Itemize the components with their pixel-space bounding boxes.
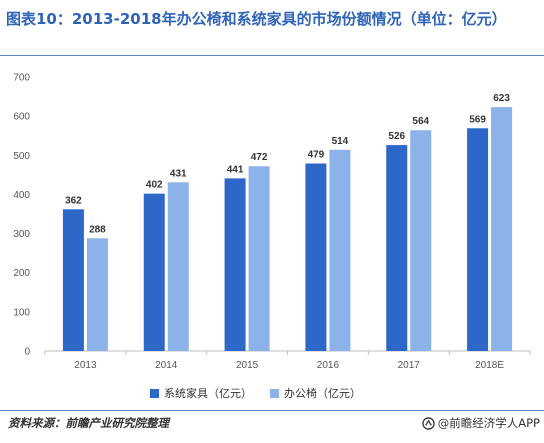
data-label-series2: 431 xyxy=(170,168,187,179)
bar-chart: 0 100 200 300 400 500 600 700 2013 362 288 2014 402 4… xyxy=(13,73,531,371)
data-label-series2: 514 xyxy=(332,136,349,147)
source-note: 资料来源：前瞻产业研究院整理 xyxy=(8,416,169,430)
y-tick-label: 0 xyxy=(24,347,30,358)
legend-item-series2: 办公椅（亿元） xyxy=(270,385,361,401)
bar-series2 xyxy=(248,166,270,351)
bar-series2 xyxy=(86,238,108,351)
y-tick-label: 600 xyxy=(13,112,30,123)
data-label-series2: 472 xyxy=(251,152,268,163)
legend: 系统家具（亿元） 办公椅（亿元） xyxy=(150,385,379,401)
bar-series1 xyxy=(386,145,408,351)
data-label-series2: 623 xyxy=(493,93,510,104)
x-tick-label: 2013 xyxy=(74,360,97,371)
x-tick-label: 2015 xyxy=(236,360,259,371)
data-label-series1: 441 xyxy=(227,164,244,175)
legend-swatch-series1 xyxy=(150,388,159,398)
data-label-series1: 569 xyxy=(469,114,486,125)
brand-logo-icon xyxy=(422,416,435,430)
data-label-series1: 362 xyxy=(65,195,82,206)
x-tick-label: 2018E xyxy=(475,360,504,371)
legend-swatch-series2 xyxy=(270,388,279,398)
footer-divider xyxy=(0,410,544,411)
y-tick-label: 300 xyxy=(13,229,30,240)
data-label-series1: 526 xyxy=(388,131,405,142)
data-label-series2: 564 xyxy=(412,116,429,127)
bar-series2 xyxy=(167,182,189,351)
data-label-series2: 288 xyxy=(89,224,106,235)
brand-text: @前瞻经济学人APP xyxy=(437,416,540,430)
bar-series2 xyxy=(491,107,513,351)
bar-series1 xyxy=(467,128,489,351)
y-tick-label: 400 xyxy=(13,190,30,201)
bar-series2 xyxy=(329,149,351,351)
x-tick-label: 2014 xyxy=(155,360,178,371)
bar-series1 xyxy=(224,178,246,351)
y-tick-label: 700 xyxy=(13,73,30,84)
bar-series1 xyxy=(143,193,165,351)
data-label-series1: 479 xyxy=(308,150,325,161)
y-tick-label: 200 xyxy=(13,268,30,279)
bar-series1 xyxy=(305,163,327,351)
legend-item-series1: 系统家具（亿元） xyxy=(150,385,252,401)
y-tick-label: 500 xyxy=(13,151,30,162)
legend-label-series1: 系统家具（亿元） xyxy=(164,387,252,400)
legend-label-series2: 办公椅（亿元） xyxy=(284,387,361,400)
chart-title: 图表10：2013-2018年办公椅和系统家具的市场份额情况（单位：亿元） xyxy=(6,10,507,28)
title-divider xyxy=(0,55,544,56)
y-tick-label: 100 xyxy=(13,307,30,318)
brand-watermark: @前瞻经济学人APP xyxy=(422,415,540,431)
data-label-series1: 402 xyxy=(146,180,163,191)
bar-series1 xyxy=(62,209,84,351)
x-tick-label: 2017 xyxy=(398,360,421,371)
bar-series2 xyxy=(410,130,432,351)
x-tick-label: 2016 xyxy=(317,360,340,371)
